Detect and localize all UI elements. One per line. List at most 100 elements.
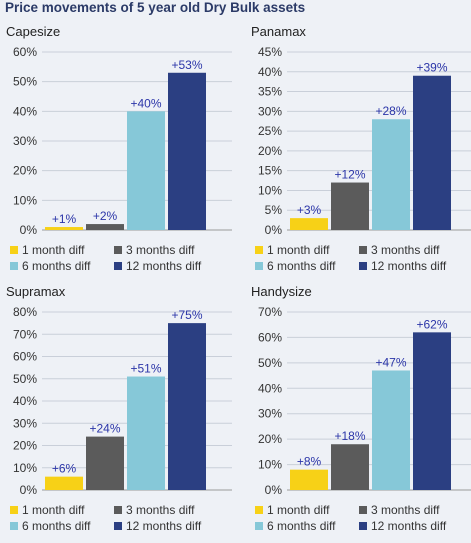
legend-item: 3 months diff	[114, 242, 234, 258]
y-tick-label: 10%	[13, 193, 37, 207]
legend-label: 1 month diff	[267, 243, 330, 257]
bar	[331, 182, 369, 230]
y-tick-label: 60%	[13, 45, 37, 59]
y-tick-label: 45%	[258, 45, 282, 59]
legend-label: 12 months diff	[126, 519, 202, 533]
legend-swatch	[255, 262, 263, 270]
y-tick-label: 80%	[13, 305, 37, 319]
legend-swatch	[10, 262, 18, 270]
legend-label: 6 months diff	[267, 519, 336, 533]
legend-item: 1 month diff	[10, 242, 114, 258]
legend-swatch	[114, 506, 122, 514]
data-label: +1%	[52, 212, 77, 226]
data-label: +8%	[297, 455, 322, 469]
legend-swatch	[10, 522, 18, 530]
y-tick-label: 40%	[13, 104, 37, 118]
data-label: +75%	[171, 308, 202, 322]
chart-legend: 1 month diff 3 months diff 6 months diff…	[10, 242, 240, 274]
y-tick-label: 50%	[13, 372, 37, 386]
y-tick-label: 40%	[13, 394, 37, 408]
y-tick-label: 30%	[13, 134, 37, 148]
legend-item: 6 months diff	[10, 258, 114, 274]
legend-item: 12 months diff	[359, 518, 471, 534]
data-label: +53%	[171, 58, 202, 72]
data-label: +3%	[297, 203, 322, 217]
chart-title: Capesize	[6, 24, 61, 39]
figure-title: Price movements of 5 year old Dry Bulk a…	[5, 0, 306, 15]
y-tick-label: 30%	[258, 104, 282, 118]
y-tick-label: 20%	[13, 439, 37, 453]
legend-label: 3 months diff	[126, 503, 195, 517]
bar-chart-supramax: 0% 10% 20% 30% 40% 50% 60% 70% 80% +6% +24% +51% +75…	[13, 305, 232, 497]
bar	[372, 370, 410, 490]
data-label: +40%	[130, 96, 161, 110]
y-tick-label: 25%	[258, 124, 282, 138]
legend-swatch	[359, 262, 367, 270]
y-tick-label: 20%	[13, 164, 37, 178]
chart-panel-capesize: Capesize 0% 10% 20% 30% 40% 50% 60% +1% +2% +40% +…	[0, 22, 236, 282]
chart-title: Handysize	[251, 284, 312, 299]
y-tick-label: 0%	[20, 223, 38, 237]
y-tick-label: 40%	[258, 65, 282, 79]
legend-item: 12 months diff	[359, 258, 471, 274]
bar	[413, 332, 451, 490]
bar	[45, 476, 83, 490]
legend-swatch	[10, 506, 18, 514]
legend-label: 12 months diff	[126, 259, 202, 273]
bar-chart-capesize: 0% 10% 20% 30% 40% 50% 60% +1% +2% +40% +53%	[13, 45, 232, 237]
y-tick-label: 50%	[258, 356, 282, 370]
y-tick-label: 10%	[258, 458, 282, 472]
legend-swatch	[255, 522, 263, 530]
legend-label: 1 month diff	[22, 503, 85, 517]
bar	[127, 111, 165, 230]
bar	[168, 323, 206, 490]
chart-legend: 1 month diff 3 months diff 6 months diff…	[255, 502, 471, 534]
bar-chart-handysize: 0% 10% 20% 30% 40% 50% 60% 70% +8% +18% +47% +62%	[258, 305, 471, 497]
y-tick-label: 35%	[258, 85, 282, 99]
legend-label: 12 months diff	[371, 259, 447, 273]
y-tick-label: 30%	[258, 407, 282, 421]
chart-legend: 1 month diff 3 months diff 6 months diff…	[255, 242, 471, 274]
y-tick-label: 15%	[258, 164, 282, 178]
legend-label: 1 month diff	[22, 243, 85, 257]
data-label: +28%	[375, 104, 406, 118]
bar	[413, 75, 451, 230]
legend-item: 6 months diff	[255, 518, 359, 534]
bar	[331, 444, 369, 490]
legend-item: 3 months diff	[114, 502, 234, 518]
y-tick-label: 70%	[13, 327, 37, 341]
legend-label: 1 month diff	[267, 503, 330, 517]
y-tick-label: 20%	[258, 144, 282, 158]
bar	[127, 376, 165, 490]
y-tick-label: 70%	[258, 305, 282, 319]
legend-item: 6 months diff	[255, 258, 359, 274]
legend-item: 6 months diff	[10, 518, 114, 534]
legend-label: 3 months diff	[126, 243, 195, 257]
legend-swatch	[114, 522, 122, 530]
bar-chart-panamax: 0% 5% 10% 15% 20% 25% 30% 35% 40% 45% +3% +12% +28% +…	[258, 45, 471, 237]
data-label: +2%	[93, 209, 118, 223]
data-label: +12%	[334, 168, 365, 182]
y-tick-label: 0%	[265, 483, 283, 497]
y-tick-label: 40%	[258, 381, 282, 395]
legend-swatch	[10, 246, 18, 254]
legend-item: 12 months diff	[114, 518, 234, 534]
y-tick-label: 10%	[13, 461, 37, 475]
data-label: +18%	[334, 429, 365, 443]
bar	[168, 72, 206, 230]
chart-panel-supramax: Supramax 0% 10% 20% 30% 40% 50% 60% 70% 80% +6% +2…	[0, 282, 236, 542]
bar	[290, 218, 328, 230]
legend-swatch	[359, 506, 367, 514]
legend-label: 12 months diff	[371, 519, 447, 533]
y-tick-label: 60%	[258, 330, 282, 344]
y-tick-label: 60%	[13, 350, 37, 364]
data-label: +51%	[130, 362, 161, 376]
y-tick-label: 20%	[258, 432, 282, 446]
legend-swatch	[255, 246, 263, 254]
chart-title: Supramax	[6, 284, 66, 299]
y-tick-label: 0%	[20, 483, 38, 497]
bar	[290, 469, 328, 490]
legend-item: 1 month diff	[10, 502, 114, 518]
data-label: +6%	[52, 462, 77, 476]
y-tick-label: 30%	[13, 416, 37, 430]
